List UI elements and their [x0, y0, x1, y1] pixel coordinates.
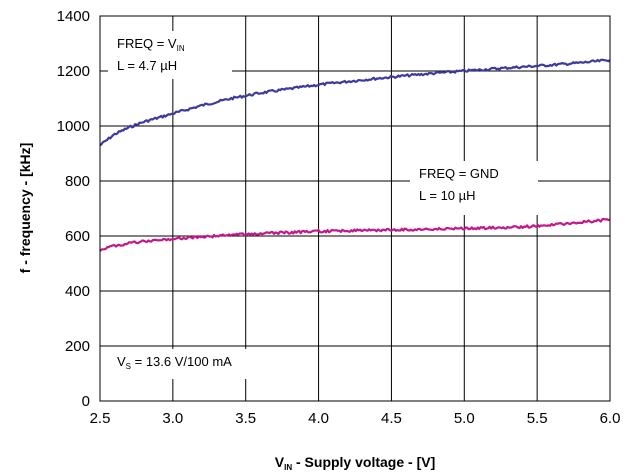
annotation-text: V [117, 354, 126, 369]
annotation-text: = 13.6 V/100 mA [131, 354, 232, 369]
y-axis-title: f - frequency - [kHz] [17, 143, 33, 274]
annotation-line: FREQ = GND [419, 166, 499, 181]
y-tick-label: 1400 [57, 8, 90, 25]
annotation-2: FREQ = GND L = 10 µH [410, 161, 538, 215]
annotation-subscript: IN [177, 44, 185, 53]
annotation-line: L = 10 µH [419, 188, 476, 203]
annotation-text: L = 4.7 µH [117, 58, 177, 73]
annotation-line: FREQ = VIN [117, 36, 185, 53]
series-line-1 [99, 58, 611, 147]
annotation-background [108, 31, 232, 79]
y-axis-ticks: 0 200 400 600 800 1000 1200 1400 [57, 8, 90, 410]
y-tick-label: 600 [65, 228, 90, 245]
series-layer [99, 58, 611, 252]
series-line-2 [99, 217, 611, 252]
y-tick-label: 1000 [57, 118, 90, 135]
x-axis-title-main: V [275, 454, 285, 470]
x-tick-label: 4.5 [381, 410, 402, 427]
annotation-text: FREQ = V [117, 36, 177, 51]
x-axis-ticks: 2.5 3.0 3.5 4.0 4.5 5.0 5.5 6.0 [90, 410, 621, 427]
annotation-background [108, 349, 286, 379]
annotation-background [410, 161, 538, 215]
plot-frame [99, 15, 611, 402]
x-axis-title: VIN - Supply voltage - [V] [275, 454, 435, 472]
y-tick-label: 0 [82, 393, 90, 410]
annotation-subscript: S [126, 362, 131, 371]
x-tick-label: 5.5 [527, 410, 548, 427]
x-axis-title-rest: - Supply voltage - [V] [292, 454, 435, 470]
y-tick-label: 400 [65, 283, 90, 300]
annotation-3: VS = 13.6 V/100 mA [108, 349, 286, 379]
annotation-line: VS = 13.6 V/100 mA [117, 354, 232, 371]
x-tick-label: 3.0 [162, 410, 183, 427]
x-tick-label: 5.0 [454, 410, 475, 427]
annotation-text: L = 10 µH [419, 188, 476, 203]
annotation-line: L = 4.7 µH [117, 58, 177, 73]
x-tick-label: 4.0 [308, 410, 329, 427]
x-tick-label: 6.0 [600, 410, 621, 427]
y-tick-label: 800 [65, 173, 90, 190]
y-tick-label: 1200 [57, 63, 90, 80]
x-tick-label: 3.5 [235, 410, 256, 427]
y-tick-label: 200 [65, 338, 90, 355]
x-tick-label: 2.5 [90, 410, 111, 427]
annotation-text: FREQ = GND [419, 166, 499, 181]
x-axis-title-sub: IN [284, 463, 292, 472]
